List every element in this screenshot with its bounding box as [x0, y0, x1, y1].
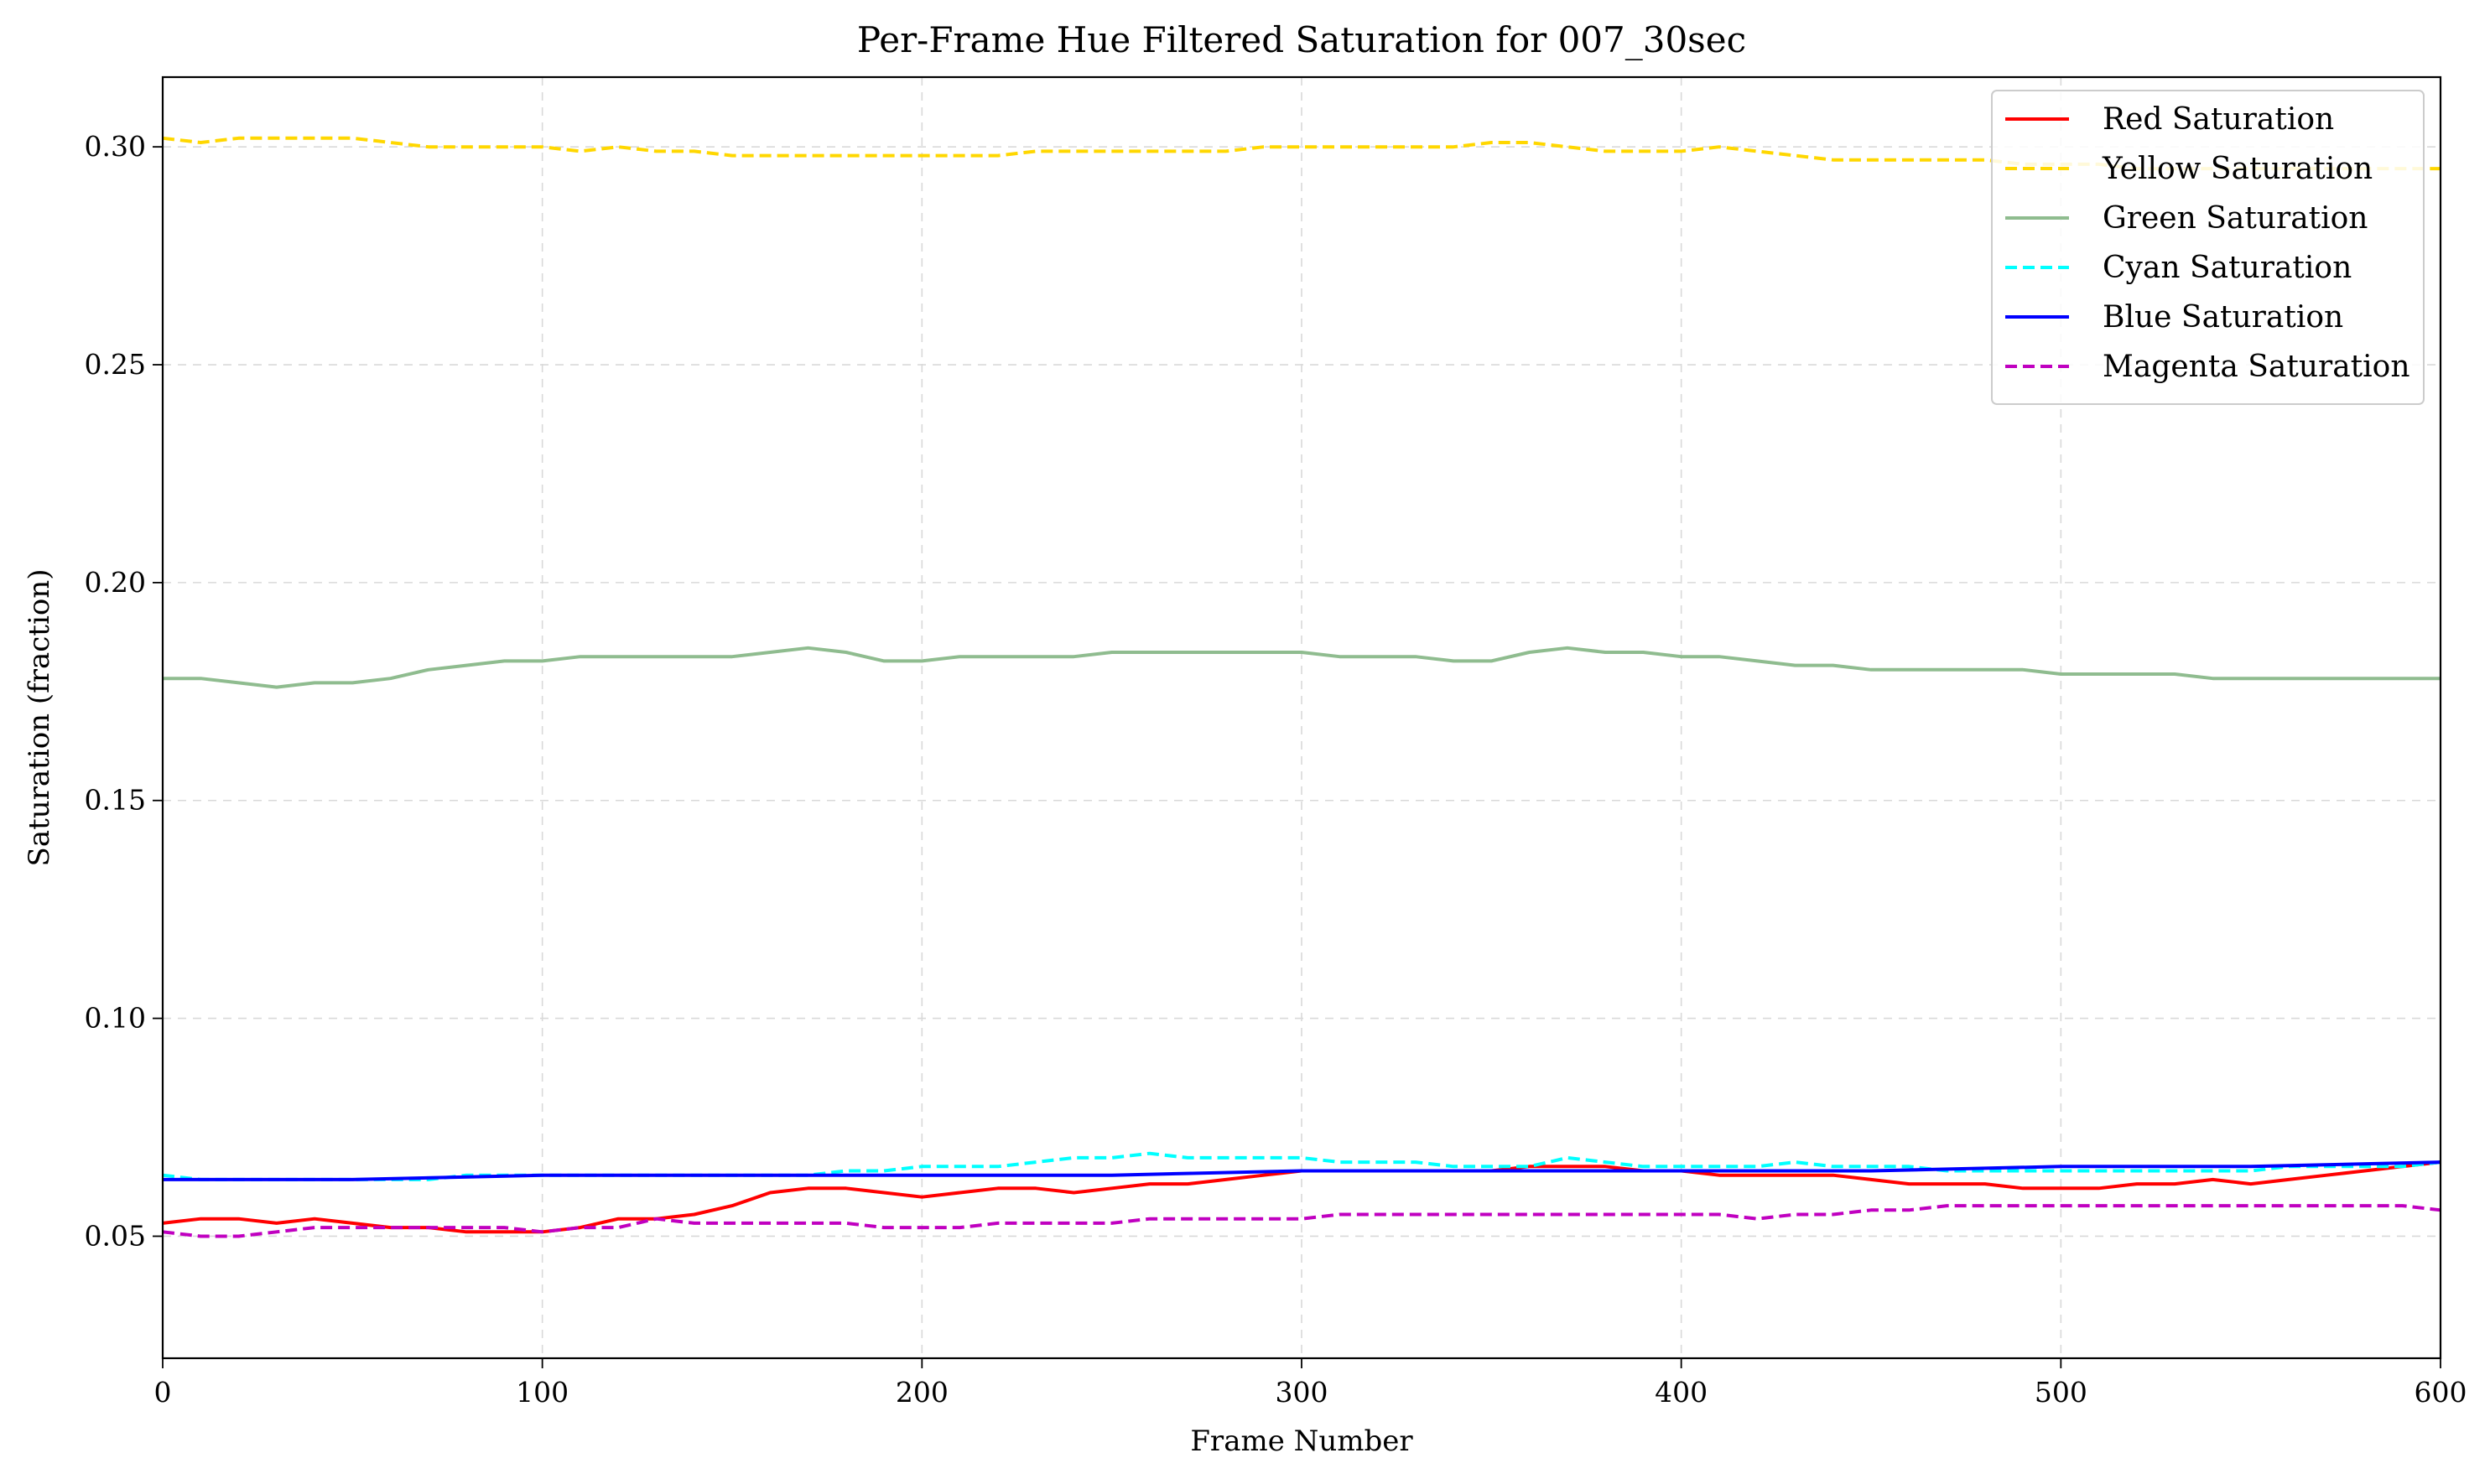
chart-title: Per-Frame Hue Filtered Saturation for 00… [857, 19, 1746, 60]
y-tick-label: 0.25 [85, 348, 146, 381]
x-axis: 0 100 200 300 400 500 600 [154, 1358, 2467, 1409]
series-line [163, 646, 2441, 689]
legend-label: Blue Saturation [2103, 300, 2343, 335]
legend-box [1991, 90, 2425, 405]
x-tick-label: 200 [896, 1376, 949, 1409]
series-line [163, 1160, 2441, 1181]
x-tick-label: 600 [2415, 1376, 2467, 1409]
y-tick-label: 0.20 [85, 566, 146, 599]
legend-label: Red Saturation [2103, 102, 2334, 137]
x-tick-label: 100 [516, 1376, 569, 1409]
y-tick-label: 0.30 [85, 130, 146, 163]
x-tick-label: 500 [2035, 1376, 2087, 1409]
x-axis-label: Frame Number [1190, 1424, 1413, 1458]
y-tick-label: 0.10 [85, 1002, 146, 1035]
y-axis: 0.05 0.10 0.15 0.20 0.25 0.30 [85, 130, 163, 1252]
legend-label: Yellow Saturation [2102, 152, 2373, 186]
legend-label: Green Saturation [2103, 201, 2368, 236]
legend: Red Saturation Yellow Saturation Green Sat… [1991, 90, 2425, 405]
x-tick-label: 0 [154, 1376, 172, 1409]
legend-label: Magenta Saturation [2103, 350, 2410, 384]
y-axis-label: Saturation (fraction) [23, 569, 56, 867]
legend-label: Cyan Saturation [2103, 251, 2352, 285]
y-tick-label: 0.15 [85, 784, 146, 817]
x-tick-label: 300 [1276, 1376, 1328, 1409]
y-tick-label: 0.05 [85, 1219, 146, 1252]
series-line [162, 1204, 2441, 1238]
x-tick-label: 400 [1655, 1376, 1708, 1409]
